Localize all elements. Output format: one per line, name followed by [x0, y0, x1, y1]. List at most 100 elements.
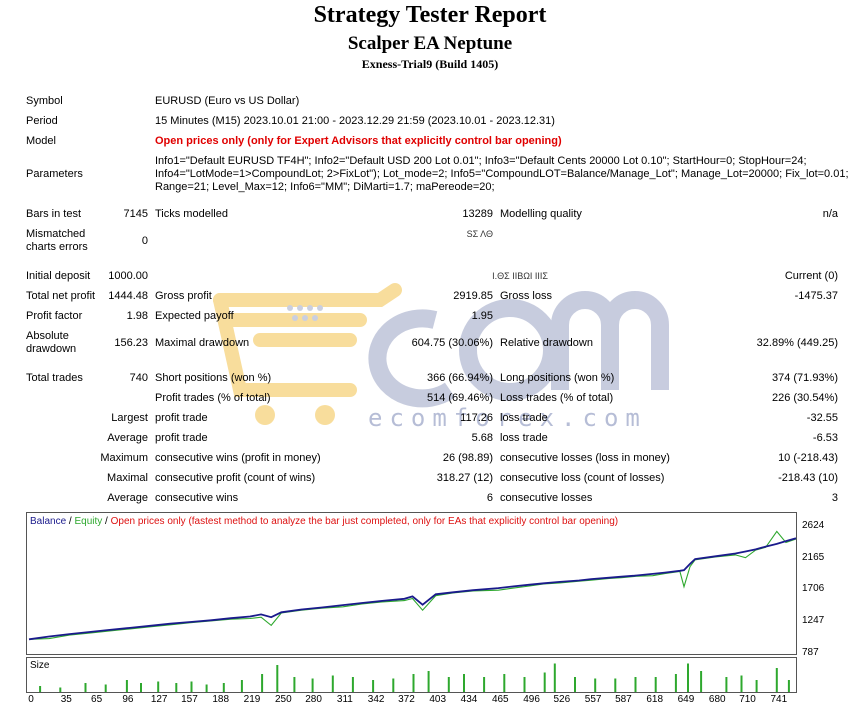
legend-equity: Equity [74, 516, 103, 527]
x-tick-label: 587 [615, 694, 632, 705]
x-tick-label: 372 [398, 694, 415, 705]
parameters-label: Parameters [26, 168, 83, 180]
absolute-drawdown-value: 156.23 [114, 337, 148, 349]
x-tick-label: 219 [243, 694, 261, 705]
size-bar [447, 677, 450, 692]
x-tick-label: 342 [367, 694, 385, 705]
size-bar [463, 674, 465, 692]
initial-deposit-value: 1000.00 [108, 270, 148, 282]
maximal-consecutive-loss-label: consecutive loss (count of losses) [500, 472, 665, 484]
absolute-drawdown-label-line1: Absolute [26, 330, 69, 342]
balance-equity-chart: Balance / Equity / Open prices only (fas… [26, 512, 797, 655]
symbol-label: Symbol [26, 95, 63, 107]
largest-profit-label: profit trade [155, 412, 208, 424]
mismatched-label-line2: charts errors [26, 241, 88, 253]
x-tick-label: 65 [91, 694, 103, 705]
y-tick-label: 1247 [802, 615, 825, 627]
avg-consecutive-wins-label: consecutive wins [155, 492, 239, 504]
legend-model-note: Open prices only (fastest method to anal… [110, 516, 619, 527]
maximal-drawdown-value: 604.75 (30.06%) [411, 337, 493, 349]
size-label: Size [30, 660, 50, 671]
largest-loss-label: loss trade [500, 412, 548, 424]
report-title: Strategy Tester Report [313, 2, 547, 28]
loss-trades-label: Loss trades (% of total) [500, 392, 614, 404]
size-bar [311, 678, 314, 692]
average-loss-value: -6.53 [812, 432, 838, 444]
average-consecutive-label: Average [107, 492, 148, 504]
size-bar [687, 663, 689, 692]
x-tick-label: 127 [150, 694, 168, 705]
size-bar [483, 677, 486, 692]
size-bar [654, 677, 657, 692]
maximal-consecutive-profit-value: 318.27 (12) [436, 472, 493, 484]
avg-consecutive-wins-value: 6 [486, 492, 493, 504]
size-bar [412, 674, 415, 692]
gross-loss-value: -1475.37 [794, 290, 838, 302]
short-positions-value: 366 (66.94%) [426, 372, 493, 384]
model-value: Open prices only (only for Expert Adviso… [155, 135, 562, 147]
x-tick-label: 35 [60, 694, 72, 705]
size-bar [775, 668, 778, 692]
size-bar [574, 677, 576, 692]
x-tick-label: 618 [646, 694, 664, 705]
period-value: 15 Minutes (M15) 2023.10.01 21:00 - 2023… [155, 115, 555, 127]
size-bar [84, 683, 87, 692]
relative-drawdown-value: 32.89% (449.25) [756, 337, 838, 349]
x-tick-label: 157 [181, 694, 198, 705]
x-tick-label: 280 [305, 694, 322, 705]
max-consecutive-wins-label: consecutive wins (profit in money) [155, 452, 321, 464]
x-tick-label: 680 [708, 694, 726, 705]
long-positions-value: 374 (71.93%) [771, 372, 838, 384]
size-bar [293, 677, 296, 692]
server-build: Exness-Trial9 (Build 1405) [361, 57, 499, 71]
spread-mid-garbled: Ι.ΘΣ ΙΙΒΩΙ ΙΙΙΣ [492, 271, 548, 281]
symbol-value: EURUSD (Euro vs US Dollar) [155, 95, 300, 107]
maximal-consecutive-profit-label: consecutive profit (count of wins) [155, 472, 316, 484]
y-tick-label: 2165 [802, 551, 825, 563]
average-profit-label: profit trade [155, 432, 208, 444]
size-bar [222, 683, 225, 692]
legend-sep-1: / [66, 516, 75, 527]
size-bar [553, 663, 556, 692]
gross-profit-value: 2919.85 [453, 290, 493, 302]
size-histogram: Size [26, 657, 797, 693]
size-bar [205, 684, 208, 692]
size-bar [614, 678, 617, 692]
size-bar [331, 675, 334, 692]
relative-drawdown-label: Relative drawdown [500, 337, 593, 349]
x-tick-label: 96 [122, 694, 134, 705]
balance-line [28, 537, 796, 641]
modelling-quality-label: Modelling quality [500, 208, 582, 220]
maximal-label: Maximal [107, 472, 148, 484]
total-net-profit-value: 1444.48 [108, 290, 148, 302]
mismatched-mid-garbled: ЅΣ ΛΘ [466, 229, 493, 239]
profit-factor-label: Profit factor [26, 310, 83, 322]
parameters-line-1: Info1="Default EURUSD TF4H"; Info2="Defa… [155, 155, 807, 167]
x-tick-label: 311 [336, 694, 353, 705]
x-tick-label: 557 [584, 694, 602, 705]
size-bar [543, 672, 546, 692]
avg-consecutive-losses-value: 3 [831, 492, 838, 504]
size-bar [674, 674, 677, 692]
size-bars-plot [39, 663, 790, 692]
size-bar [725, 677, 728, 692]
long-positions-label: Long positions (won %) [500, 372, 615, 384]
average-label: Average [107, 432, 148, 444]
size-bar [59, 687, 62, 692]
ea-name: Scalper EA Neptune [347, 33, 513, 54]
legend-sep-2: / [102, 516, 111, 527]
size-bar [240, 680, 243, 692]
balance-equity-plot [28, 530, 796, 641]
largest-label: Largest [111, 412, 148, 424]
size-bar [140, 683, 142, 692]
size-bar [175, 683, 178, 692]
total-trades-value: 740 [129, 372, 148, 384]
absolute-drawdown-label-line2: drawdown [26, 343, 77, 355]
maximal-consecutive-loss-value: -218.43 (10) [778, 472, 838, 484]
average-loss-label: loss trade [500, 432, 548, 444]
expected-payoff-value: 1.95 [471, 310, 493, 322]
maximum-label: Maximum [100, 452, 148, 464]
x-tick-label: 741 [770, 694, 788, 705]
size-bar [392, 678, 395, 692]
x-tick-label: 465 [491, 694, 509, 705]
